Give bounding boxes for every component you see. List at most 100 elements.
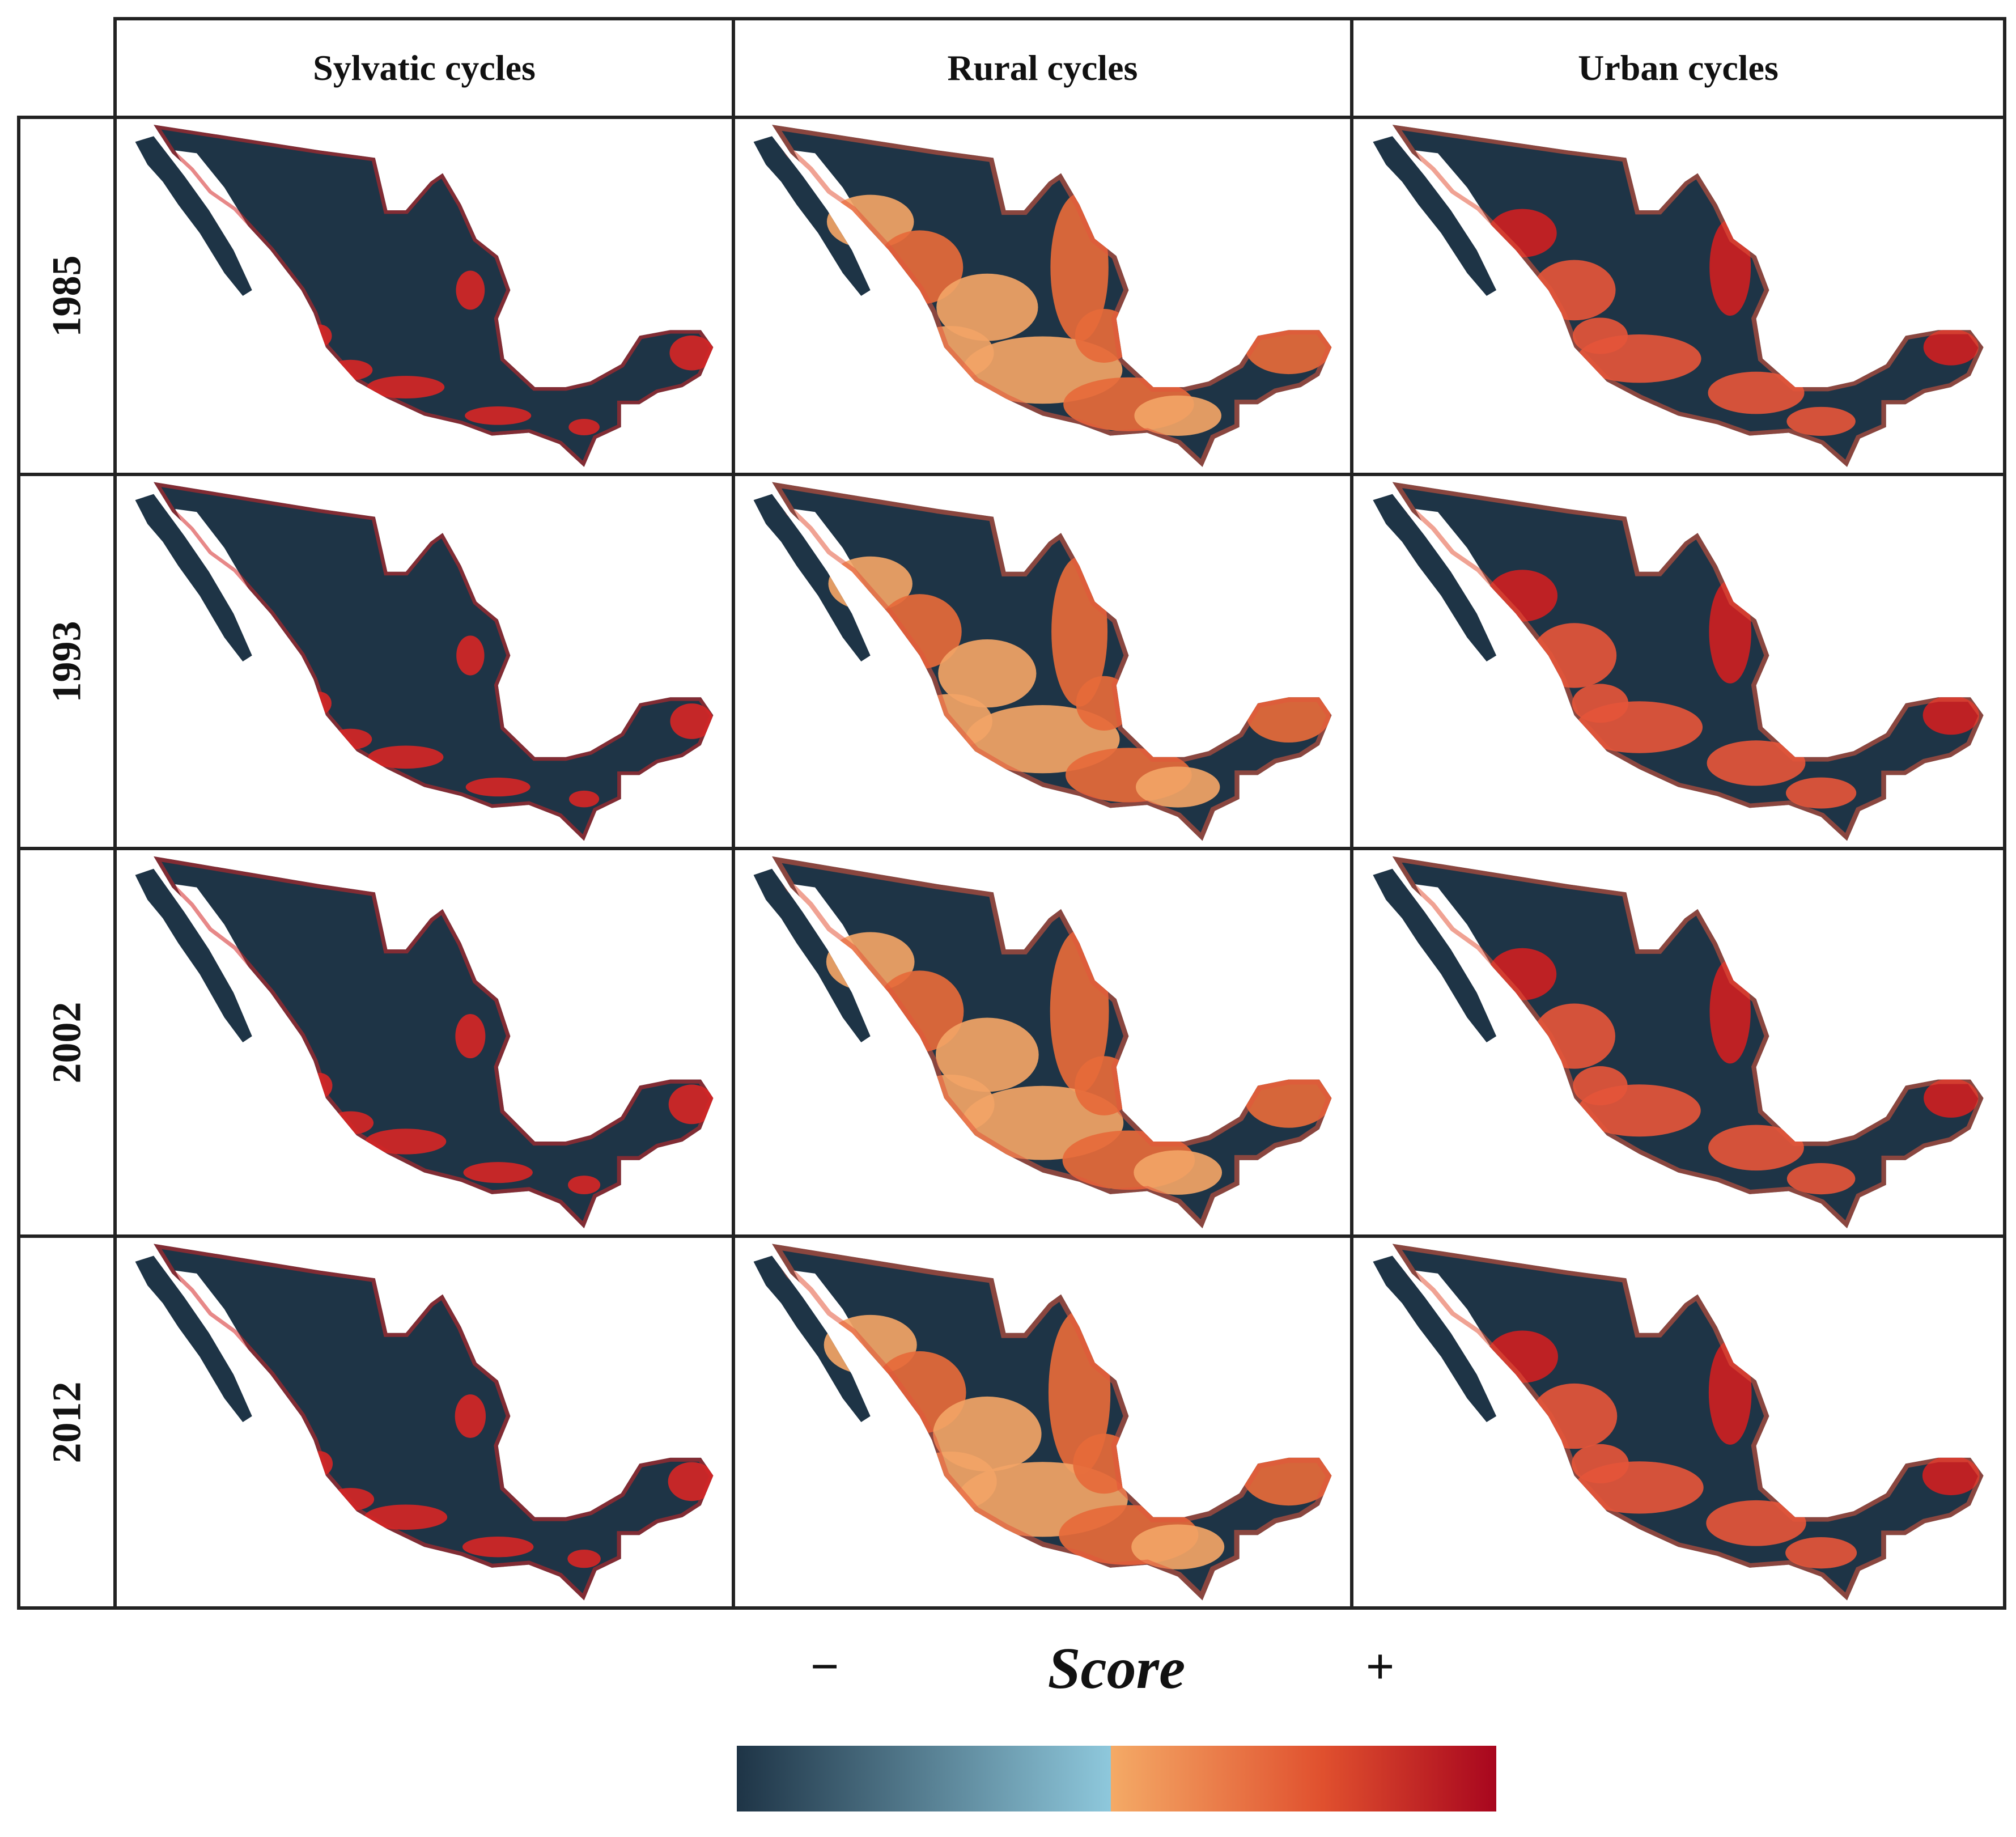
score-hotspot: [456, 635, 485, 676]
score-hotspot: [367, 376, 445, 398]
map-cell-urban-2012: [1350, 1234, 2006, 1610]
score-hotspot: [455, 1394, 486, 1438]
map-cell-rural-1993: [732, 473, 1353, 850]
score-legend: − Score +: [737, 1636, 1496, 1825]
map-cell-rural-2012: [732, 1234, 1353, 1610]
score-hotspot: [936, 273, 1038, 341]
column-header-label: Sylvatic cycles: [313, 48, 536, 88]
baja-california-peninsula: [1373, 868, 1497, 1042]
mexico-score-map: [753, 125, 1332, 467]
baja-california-peninsula: [135, 1255, 252, 1422]
score-hotspot: [1708, 1125, 1804, 1171]
score-hotspot: [1572, 1444, 1629, 1483]
score-hotspot: [1134, 395, 1222, 436]
mexico-score-map: [1373, 856, 1984, 1229]
map-grid: Sylvatic cycles Rural cycles Urban cycle…: [17, 17, 2006, 1610]
row-header-1993: 1993: [17, 473, 117, 850]
score-overlay: [146, 482, 714, 841]
score-hotspot: [465, 777, 530, 797]
score-hotspot: [1923, 329, 1979, 366]
mexico-mainland: [154, 125, 714, 467]
score-hotspot: [965, 705, 1120, 774]
score-hotspot: [1706, 1500, 1806, 1546]
score-hotspot: [1531, 1383, 1618, 1449]
score-hotspot: [1532, 623, 1617, 688]
mexico-score-map: [1373, 482, 1984, 841]
map-cell-urban-1985: [1350, 116, 2006, 476]
score-hotspot: [1573, 1066, 1628, 1106]
score-hotspot: [567, 1549, 601, 1568]
row-header-label: 2002: [44, 1002, 90, 1083]
score-hotspot: [1075, 308, 1134, 363]
score-hotspot: [938, 639, 1037, 708]
baja-california-peninsula: [753, 1255, 871, 1422]
score-hotspot: [1533, 260, 1616, 321]
baja-california-peninsula: [1373, 494, 1497, 661]
coastal-score-band: [146, 482, 714, 841]
mexico-score-map: [1373, 1244, 1984, 1601]
row-header-label: 2012: [44, 1381, 90, 1463]
score-hotspot: [462, 1536, 534, 1558]
column-header-urban: Urban cycles: [1350, 17, 2006, 119]
score-hotspot: [1924, 1078, 1979, 1118]
map-cell-urban-2002: [1350, 847, 2006, 1238]
row-header-2002: 2002: [17, 847, 117, 1238]
mexico-mainland: [772, 856, 1332, 1229]
score-hotspot: [1786, 777, 1857, 809]
score-hotspot: [669, 335, 714, 371]
score-hotspot: [936, 1017, 1039, 1092]
mexico-mainland: [1392, 125, 1984, 467]
map-cell-sylvatic-1985: [113, 116, 735, 476]
column-header-label: Rural cycles: [947, 48, 1138, 88]
score-hotspot: [364, 1504, 448, 1530]
score-hotspot: [1922, 695, 1980, 735]
score-hotspot: [670, 703, 714, 739]
score-hotspot: [455, 1014, 486, 1059]
score-hotspot: [1134, 1150, 1223, 1195]
mexico-score-map: [135, 125, 714, 467]
map-cell-rural-2002: [732, 847, 1353, 1238]
score-hotspot: [1922, 1456, 1980, 1495]
score-hotspot: [1572, 684, 1629, 723]
baja-california-peninsula: [753, 136, 871, 296]
map-cell-urban-1993: [1350, 473, 2006, 850]
mexico-mainland: [154, 856, 714, 1229]
score-hotspot: [1572, 317, 1628, 354]
score-hotspot: [1075, 1056, 1134, 1115]
mexico-score-map: [753, 482, 1332, 841]
mexico-score-map: [135, 1244, 714, 1601]
score-hotspot: [456, 270, 485, 310]
legend-bar-high-segment: [1111, 1746, 1496, 1811]
score-hotspot: [1786, 1163, 1856, 1195]
score-hotspot: [1785, 1537, 1857, 1569]
score-hotspot: [1073, 1433, 1135, 1494]
score-hotspot: [1135, 766, 1220, 808]
mexico-mainland: [772, 482, 1332, 841]
mexico-score-map: [753, 856, 1332, 1229]
baja-california-peninsula: [135, 136, 252, 296]
column-header-rural: Rural cycles: [732, 17, 1353, 119]
legend-color-bar: [737, 1746, 1496, 1811]
row-header-2012: 2012: [17, 1234, 117, 1610]
score-hotspot: [465, 406, 532, 425]
baja-california-peninsula: [1373, 136, 1497, 296]
score-hotspot: [568, 1176, 601, 1194]
score-hotspot: [365, 1128, 447, 1155]
mexico-mainland: [1392, 482, 1984, 841]
score-hotspot: [1246, 688, 1331, 743]
map-cell-sylvatic-2012: [113, 1234, 735, 1610]
score-hotspot: [568, 790, 600, 808]
row-header-label: 1993: [44, 621, 90, 702]
column-header-sylvatic: Sylvatic cycles: [113, 17, 735, 119]
legend-title: Score: [1047, 1636, 1186, 1701]
row-header-1985: 1985: [17, 116, 117, 476]
score-hotspot: [1131, 1524, 1225, 1569]
score-hotspot: [1707, 740, 1806, 786]
score-hotspot: [1076, 676, 1132, 731]
baja-california-peninsula: [135, 494, 252, 661]
legend-bar-low-segment: [737, 1746, 1111, 1811]
mexico-mainland: [154, 1244, 714, 1601]
baja-california-peninsula: [753, 494, 871, 661]
map-cell-sylvatic-1993: [113, 473, 735, 850]
